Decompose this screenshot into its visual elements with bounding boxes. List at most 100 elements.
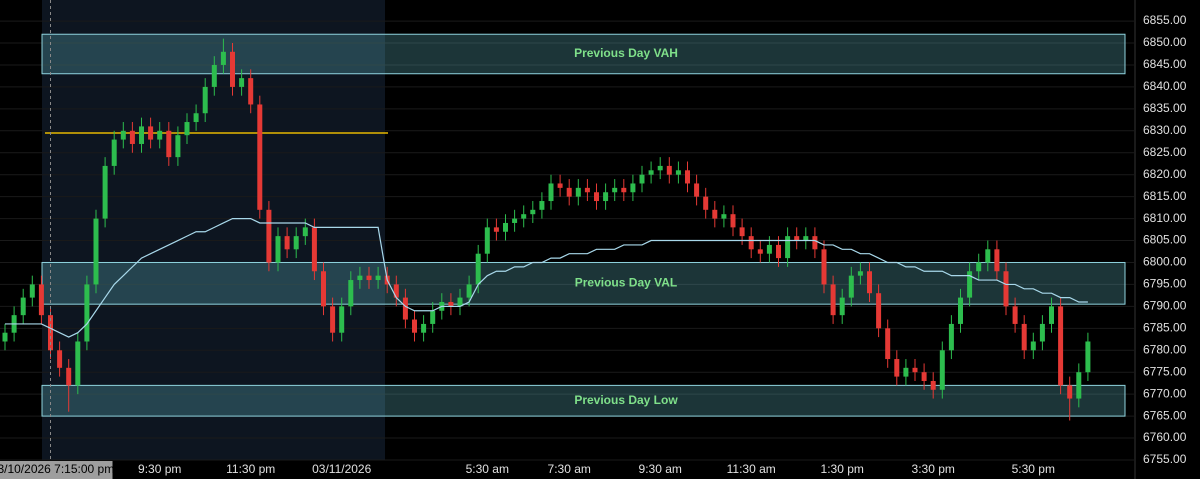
candle-body — [2, 332, 8, 342]
candle-body — [803, 236, 809, 241]
y-tick-label: 6830.00 — [1143, 123, 1187, 137]
candle-body — [885, 328, 891, 360]
candle-body — [603, 192, 609, 202]
x-tick-label: 03/11/2026 — [312, 462, 371, 476]
candle-body — [876, 293, 882, 329]
candle-body — [557, 183, 563, 188]
candle-body — [566, 187, 572, 197]
candle-body — [548, 183, 554, 202]
candle-body — [266, 209, 272, 263]
y-tick-label: 6805.00 — [1143, 233, 1187, 247]
zone — [41, 261, 1126, 305]
x-tick-label: 3:30 pm — [912, 462, 955, 476]
candle-body — [348, 280, 354, 307]
zone-label: Previous Day Low — [574, 393, 678, 407]
y-tick-label: 6845.00 — [1143, 57, 1187, 71]
y-tick-label: 6780.00 — [1143, 342, 1187, 356]
candle-body — [921, 372, 927, 381]
candle-body — [621, 187, 627, 193]
x-tick-label: 5:30 pm — [1012, 462, 1055, 476]
candle-body — [785, 236, 791, 259]
y-tick-label: 6755.00 — [1143, 452, 1187, 466]
x-tick-label: 7:30 am — [548, 462, 591, 476]
candle-body — [848, 275, 854, 298]
y-tick-label: 6800.00 — [1143, 255, 1187, 269]
candle-body — [503, 222, 508, 232]
candle-body — [530, 209, 536, 215]
candle-body — [994, 249, 1000, 272]
candle-body — [111, 139, 117, 166]
candle-body — [375, 275, 381, 281]
x-tick-label: 1:30 pm — [821, 462, 864, 476]
candle-body — [958, 297, 963, 324]
candle-body — [257, 104, 263, 210]
candle-body — [339, 306, 345, 333]
candle-body — [220, 51, 226, 65]
y-tick-label: 6760.00 — [1143, 430, 1187, 444]
candle-body — [102, 165, 108, 219]
candle-body — [939, 350, 945, 390]
candle-body — [1067, 385, 1073, 399]
candle-body — [584, 187, 590, 193]
candle-body — [93, 218, 99, 285]
candle-body — [402, 297, 408, 320]
candle-body — [1030, 341, 1036, 351]
y-tick-label: 6835.00 — [1143, 101, 1187, 115]
candle-body — [730, 214, 736, 228]
candle-body — [976, 262, 982, 272]
zone-label: Previous Day VAL — [575, 276, 677, 290]
y-tick-label: 6815.00 — [1143, 189, 1187, 203]
x-tick-label: 5:30 am — [466, 462, 509, 476]
candle-body — [66, 367, 72, 386]
candle-body — [630, 183, 636, 193]
candle-body — [330, 306, 336, 333]
zone-label: Previous Day VAH — [574, 46, 678, 60]
candle-body — [575, 187, 581, 197]
candle-body — [302, 227, 308, 237]
candle-body — [794, 236, 800, 241]
candle-body — [703, 196, 709, 210]
candle-body — [475, 253, 481, 285]
candle-body — [466, 284, 472, 298]
candle-body — [29, 284, 35, 298]
candle-body — [184, 122, 190, 136]
candle-body — [275, 236, 281, 263]
candle-body — [38, 284, 44, 316]
candle-body — [1039, 323, 1045, 342]
candle-body — [1085, 341, 1091, 373]
candle-body — [148, 126, 154, 140]
y-tick-label: 6825.00 — [1143, 145, 1187, 159]
candle-body — [521, 214, 527, 219]
candle-body — [175, 135, 181, 158]
candle-body — [666, 165, 672, 175]
candle-body — [867, 271, 872, 294]
candle-body — [311, 227, 317, 272]
crosshair-label-bg — [0, 461, 113, 479]
candle-body — [430, 310, 436, 324]
candle-body — [712, 209, 718, 219]
candle-body — [284, 236, 290, 250]
x-tick-label: 11:30 pm — [226, 462, 275, 476]
candle-body — [120, 130, 126, 140]
y-tick-label: 6785.00 — [1143, 320, 1187, 334]
candle-body — [594, 192, 599, 202]
candle-body — [357, 275, 363, 281]
candle-body — [139, 126, 144, 144]
candle-body — [757, 249, 763, 254]
candle-body — [421, 323, 427, 333]
candle-body — [512, 218, 518, 223]
candle-body — [657, 165, 663, 171]
candle-body — [648, 170, 654, 175]
candle-body — [967, 271, 973, 298]
candle-body — [84, 284, 90, 342]
candle-body — [75, 341, 81, 386]
candle-body — [484, 227, 490, 254]
candle-body — [894, 359, 900, 377]
y-tick-label: 6850.00 — [1143, 35, 1187, 49]
candle-body — [166, 130, 172, 158]
candle-body — [776, 244, 781, 259]
candle-body — [721, 214, 727, 219]
candle-body — [248, 78, 254, 105]
y-tick-label: 6765.00 — [1143, 408, 1187, 422]
zone — [41, 384, 1126, 417]
